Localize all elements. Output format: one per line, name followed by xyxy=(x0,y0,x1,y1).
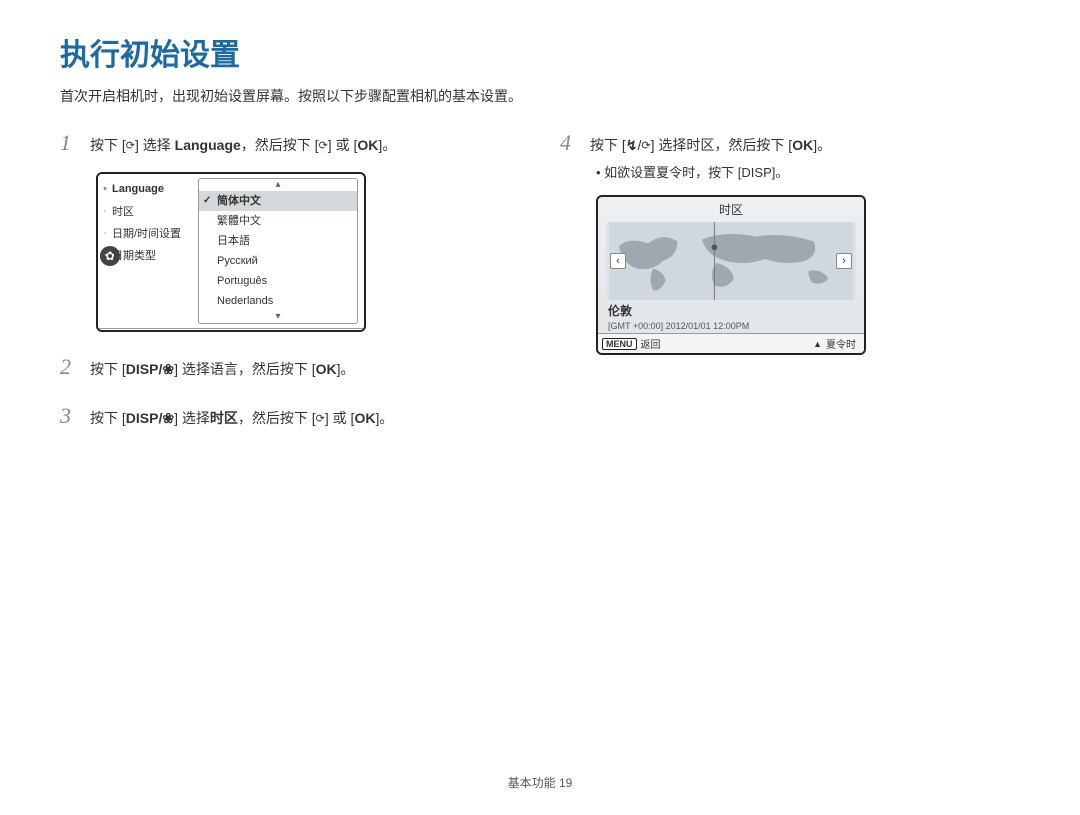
dot-icon: · xyxy=(98,205,112,217)
settings-menu: •Language ·时区 ·日期/时间设置 ✿ ·日期类型 xyxy=(98,174,198,328)
content-columns: 1 按下 [⟳] 选择 Language，然后按下 [⟳] 或 [OK]。 •L… xyxy=(60,130,1020,451)
back-label: 返回 xyxy=(641,336,661,351)
menu-button[interactable]: MENU xyxy=(102,331,137,333)
gmt-offset: [GMT +00:00] xyxy=(608,321,663,331)
set-label: 设置 xyxy=(336,329,356,332)
step-1: 1 按下 [⟳] 选择 Language，然后按下 [⟳] 或 [OK]。 •L… xyxy=(60,130,520,332)
dot-icon: • xyxy=(98,183,112,195)
text: 按下 [ xyxy=(90,137,126,153)
section-name: 基本功能 xyxy=(508,776,556,790)
menu-row-timezone[interactable]: ·时区 xyxy=(98,200,198,222)
screen-body: •Language ·时区 ·日期/时间设置 ✿ ·日期类型 ▴ 简体中文 繁體… xyxy=(98,174,364,328)
text: ] 选择时区，然后按下 [ xyxy=(651,137,793,153)
menu-label: Language xyxy=(112,183,164,195)
macro-icon: ❀ xyxy=(162,410,174,426)
text: ] 或 [ xyxy=(328,137,358,153)
back-label: 返回 xyxy=(141,329,161,332)
bold-text: OK xyxy=(792,137,813,153)
map-svg xyxy=(606,222,856,300)
language-option[interactable]: 繁體中文 xyxy=(199,211,357,231)
next-timezone-button[interactable]: › xyxy=(836,253,852,269)
timezone-detail: [GMT +00:00] 2012/01/01 12:00PM xyxy=(598,321,864,333)
right-column: 4 按下 [↯/⟳] 选择时区，然后按下 [OK]。 如欲设置夏令时，按下 [D… xyxy=(560,130,1020,451)
page-title: 执行初始设置 xyxy=(60,30,1020,74)
timer-icon: ⟳ xyxy=(126,140,135,152)
menu-row-dateformat[interactable]: ·日期类型 xyxy=(98,244,198,266)
timezone-screen: 时区 ‹ › 伦敦 xyxy=(596,195,866,355)
timer-icon: ⟳ xyxy=(319,140,328,152)
text: ] 或 [ xyxy=(325,410,355,426)
text: 按下 [ xyxy=(590,137,626,153)
text: ]。 xyxy=(378,137,396,153)
step-sub-bullet: 如欲设置夏令时，按下 [DISP]。 xyxy=(596,162,1020,181)
dot-icon: · xyxy=(98,227,112,239)
dst-label: 夏令时 xyxy=(826,336,856,351)
text: ] 选择 xyxy=(174,410,210,426)
scroll-down-icon[interactable]: ▾ xyxy=(199,311,357,323)
menu-button[interactable]: MENU xyxy=(602,338,637,350)
step-number: 1 xyxy=(60,130,80,156)
bold-text: OK xyxy=(316,361,337,377)
language-option[interactable]: Русский xyxy=(199,251,357,271)
timezone-info: 伦敦 xyxy=(598,300,864,321)
language-option[interactable]: 日本語 xyxy=(199,231,357,251)
macro-icon: ❀ xyxy=(162,361,174,377)
screen-footer: MENU 返回 ▲ 夏令时 xyxy=(598,333,864,353)
language-options: ▴ 简体中文 繁體中文 日本語 Русский Português Nederl… xyxy=(198,178,358,324)
text: ，然后按下 [ xyxy=(238,410,316,426)
menu-row-language[interactable]: •Language xyxy=(98,178,198,200)
text: ] 选择 xyxy=(135,137,175,153)
step-3: 3 按下 [DISP/❀] 选择时区，然后按下 [⟳] 或 [OK]。 xyxy=(60,403,520,429)
step-text: 按下 [↯/⟳] 选择时区，然后按下 [OK]。 xyxy=(590,134,831,156)
step-number: 4 xyxy=(560,130,580,156)
page-intro: 首次开启相机时，出现初始设置屏幕。按照以下步骤配置相机的基本设置。 xyxy=(60,86,1020,106)
bold-text: 时区 xyxy=(210,410,238,426)
ok-button[interactable]: OK xyxy=(311,331,333,333)
prev-timezone-button[interactable]: ‹ xyxy=(610,253,626,269)
step-2: 2 按下 [DISP/❀] 选择语言，然后按下 [OK]。 xyxy=(60,354,520,380)
text: ] 选择语言，然后按下 [ xyxy=(174,361,316,377)
screen-title: 时区 xyxy=(598,197,864,222)
bold-text: OK xyxy=(357,137,378,153)
up-icon: ▲ xyxy=(813,339,822,349)
step-number: 3 xyxy=(60,403,80,429)
bold-text: DISP/ xyxy=(126,410,163,426)
city-name: 伦敦 xyxy=(608,302,632,319)
step-4: 4 按下 [↯/⟳] 选择时区，然后按下 [OK]。 如欲设置夏令时，按下 [D… xyxy=(560,130,1020,355)
world-map: ‹ › xyxy=(606,222,856,300)
menu-label: 日期/时间设置 xyxy=(112,225,181,241)
text: 按下 [ xyxy=(90,410,126,426)
timer-icon: ⟳ xyxy=(316,413,325,425)
scroll-up-icon[interactable]: ▴ xyxy=(199,179,357,191)
flash-icon: ↯ xyxy=(626,137,638,153)
text: 如欲设置夏令时，按下 [DISP]。 xyxy=(604,165,788,180)
page-number: 19 xyxy=(559,776,572,790)
step-text: 按下 [⟳] 选择 Language，然后按下 [⟳] 或 [OK]。 xyxy=(90,134,396,156)
text: ，然后按下 [ xyxy=(241,137,319,153)
menu-row-datetime[interactable]: ·日期/时间设置 xyxy=(98,222,198,244)
step-number: 2 xyxy=(60,354,80,380)
screen-footer: MENU 返回 OK 设置 xyxy=(98,328,364,332)
left-column: 1 按下 [⟳] 选择 Language，然后按下 [⟳] 或 [OK]。 •L… xyxy=(60,130,520,451)
datetime: 2012/01/01 12:00PM xyxy=(666,321,750,331)
menu-label: 时区 xyxy=(112,203,134,219)
bold-text: DISP/ xyxy=(126,361,163,377)
language-option[interactable]: Português xyxy=(199,271,357,291)
text: ]。 xyxy=(375,410,393,426)
language-option[interactable]: Nederlands xyxy=(199,291,357,311)
step-text: 按下 [DISP/❀] 选择时区，然后按下 [⟳] 或 [OK]。 xyxy=(90,407,393,429)
dot-icon: · xyxy=(98,249,112,261)
text: 按下 [ xyxy=(90,361,126,377)
timer-icon: ⟳ xyxy=(641,140,650,152)
page-footer: 基本功能 19 xyxy=(0,774,1080,791)
menu-label: 日期类型 xyxy=(112,247,156,263)
language-screen: •Language ·时区 ·日期/时间设置 ✿ ·日期类型 ▴ 简体中文 繁體… xyxy=(96,172,366,332)
step-text: 按下 [DISP/❀] 选择语言，然后按下 [OK]。 xyxy=(90,358,355,380)
text: ]。 xyxy=(813,137,831,153)
bold-text: Language xyxy=(175,137,241,153)
bold-text: OK xyxy=(354,410,375,426)
text: ]。 xyxy=(337,361,355,377)
language-option[interactable]: 简体中文 xyxy=(199,191,357,211)
